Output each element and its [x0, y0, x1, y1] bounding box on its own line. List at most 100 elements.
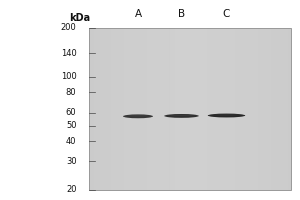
Bar — [129, 28, 131, 190]
Bar — [284, 28, 286, 190]
Bar — [220, 28, 223, 190]
Bar — [230, 28, 233, 190]
Bar — [253, 28, 256, 190]
Text: 40: 40 — [66, 137, 76, 146]
Bar — [111, 28, 114, 190]
Ellipse shape — [214, 114, 239, 116]
Bar — [122, 28, 124, 190]
Bar — [238, 28, 240, 190]
Ellipse shape — [170, 115, 193, 116]
Bar — [164, 28, 167, 190]
Bar — [286, 28, 289, 190]
Bar — [256, 28, 258, 190]
Text: 50: 50 — [66, 121, 76, 130]
Bar — [172, 28, 175, 190]
Bar — [248, 28, 250, 190]
Bar — [167, 28, 170, 190]
Bar — [180, 28, 182, 190]
Bar — [258, 28, 261, 190]
Text: 140: 140 — [61, 49, 76, 58]
Bar — [114, 28, 116, 190]
Bar — [119, 28, 122, 190]
Bar — [109, 28, 111, 190]
Bar — [147, 28, 149, 190]
Bar — [144, 28, 147, 190]
Text: 60: 60 — [66, 108, 76, 117]
Bar — [195, 28, 197, 190]
Bar — [208, 28, 210, 190]
Bar — [152, 28, 154, 190]
Ellipse shape — [123, 114, 153, 118]
Bar — [289, 28, 291, 190]
Bar — [127, 28, 129, 190]
Bar — [261, 28, 263, 190]
Bar — [142, 28, 144, 190]
Bar — [281, 28, 284, 190]
Bar — [139, 28, 142, 190]
Bar — [278, 28, 281, 190]
Bar — [159, 28, 162, 190]
Bar — [134, 28, 136, 190]
Text: 30: 30 — [66, 157, 76, 166]
Bar — [240, 28, 243, 190]
Text: 200: 200 — [61, 23, 76, 32]
Bar — [88, 28, 291, 190]
Text: kDa: kDa — [69, 13, 90, 23]
Bar — [273, 28, 276, 190]
Bar — [225, 28, 228, 190]
Text: C: C — [223, 9, 230, 19]
Bar — [177, 28, 180, 190]
Bar — [190, 28, 192, 190]
Bar — [243, 28, 245, 190]
Bar — [101, 28, 104, 190]
Bar — [169, 28, 172, 190]
Bar — [91, 28, 94, 190]
Bar — [104, 28, 106, 190]
Bar — [106, 28, 109, 190]
Text: 80: 80 — [66, 88, 76, 97]
Bar — [175, 28, 177, 190]
Ellipse shape — [128, 115, 148, 116]
Bar — [245, 28, 248, 190]
Text: B: B — [178, 9, 185, 19]
Bar — [154, 28, 157, 190]
Bar — [187, 28, 190, 190]
Bar — [131, 28, 134, 190]
Bar — [218, 28, 220, 190]
Ellipse shape — [164, 114, 199, 118]
Text: 20: 20 — [66, 186, 76, 194]
Bar — [210, 28, 212, 190]
Bar — [116, 28, 119, 190]
Bar — [202, 28, 205, 190]
Bar — [263, 28, 266, 190]
Bar — [182, 28, 185, 190]
Bar — [197, 28, 200, 190]
Bar — [212, 28, 215, 190]
Bar — [94, 28, 96, 190]
Bar — [228, 28, 230, 190]
Bar — [205, 28, 208, 190]
Bar — [266, 28, 268, 190]
Bar — [235, 28, 238, 190]
Bar — [276, 28, 278, 190]
Bar — [99, 28, 101, 190]
Bar — [192, 28, 195, 190]
Ellipse shape — [208, 114, 245, 117]
Bar — [233, 28, 235, 190]
Bar — [149, 28, 152, 190]
Text: 100: 100 — [61, 72, 76, 81]
Bar — [88, 28, 91, 190]
Bar — [162, 28, 164, 190]
Bar — [215, 28, 218, 190]
Bar — [271, 28, 273, 190]
Bar — [185, 28, 187, 190]
Bar — [268, 28, 271, 190]
Bar — [124, 28, 127, 190]
Bar — [96, 28, 99, 190]
Text: A: A — [134, 9, 142, 19]
Bar — [136, 28, 139, 190]
Bar — [250, 28, 253, 190]
Bar — [223, 28, 225, 190]
Bar — [157, 28, 159, 190]
Bar — [200, 28, 202, 190]
